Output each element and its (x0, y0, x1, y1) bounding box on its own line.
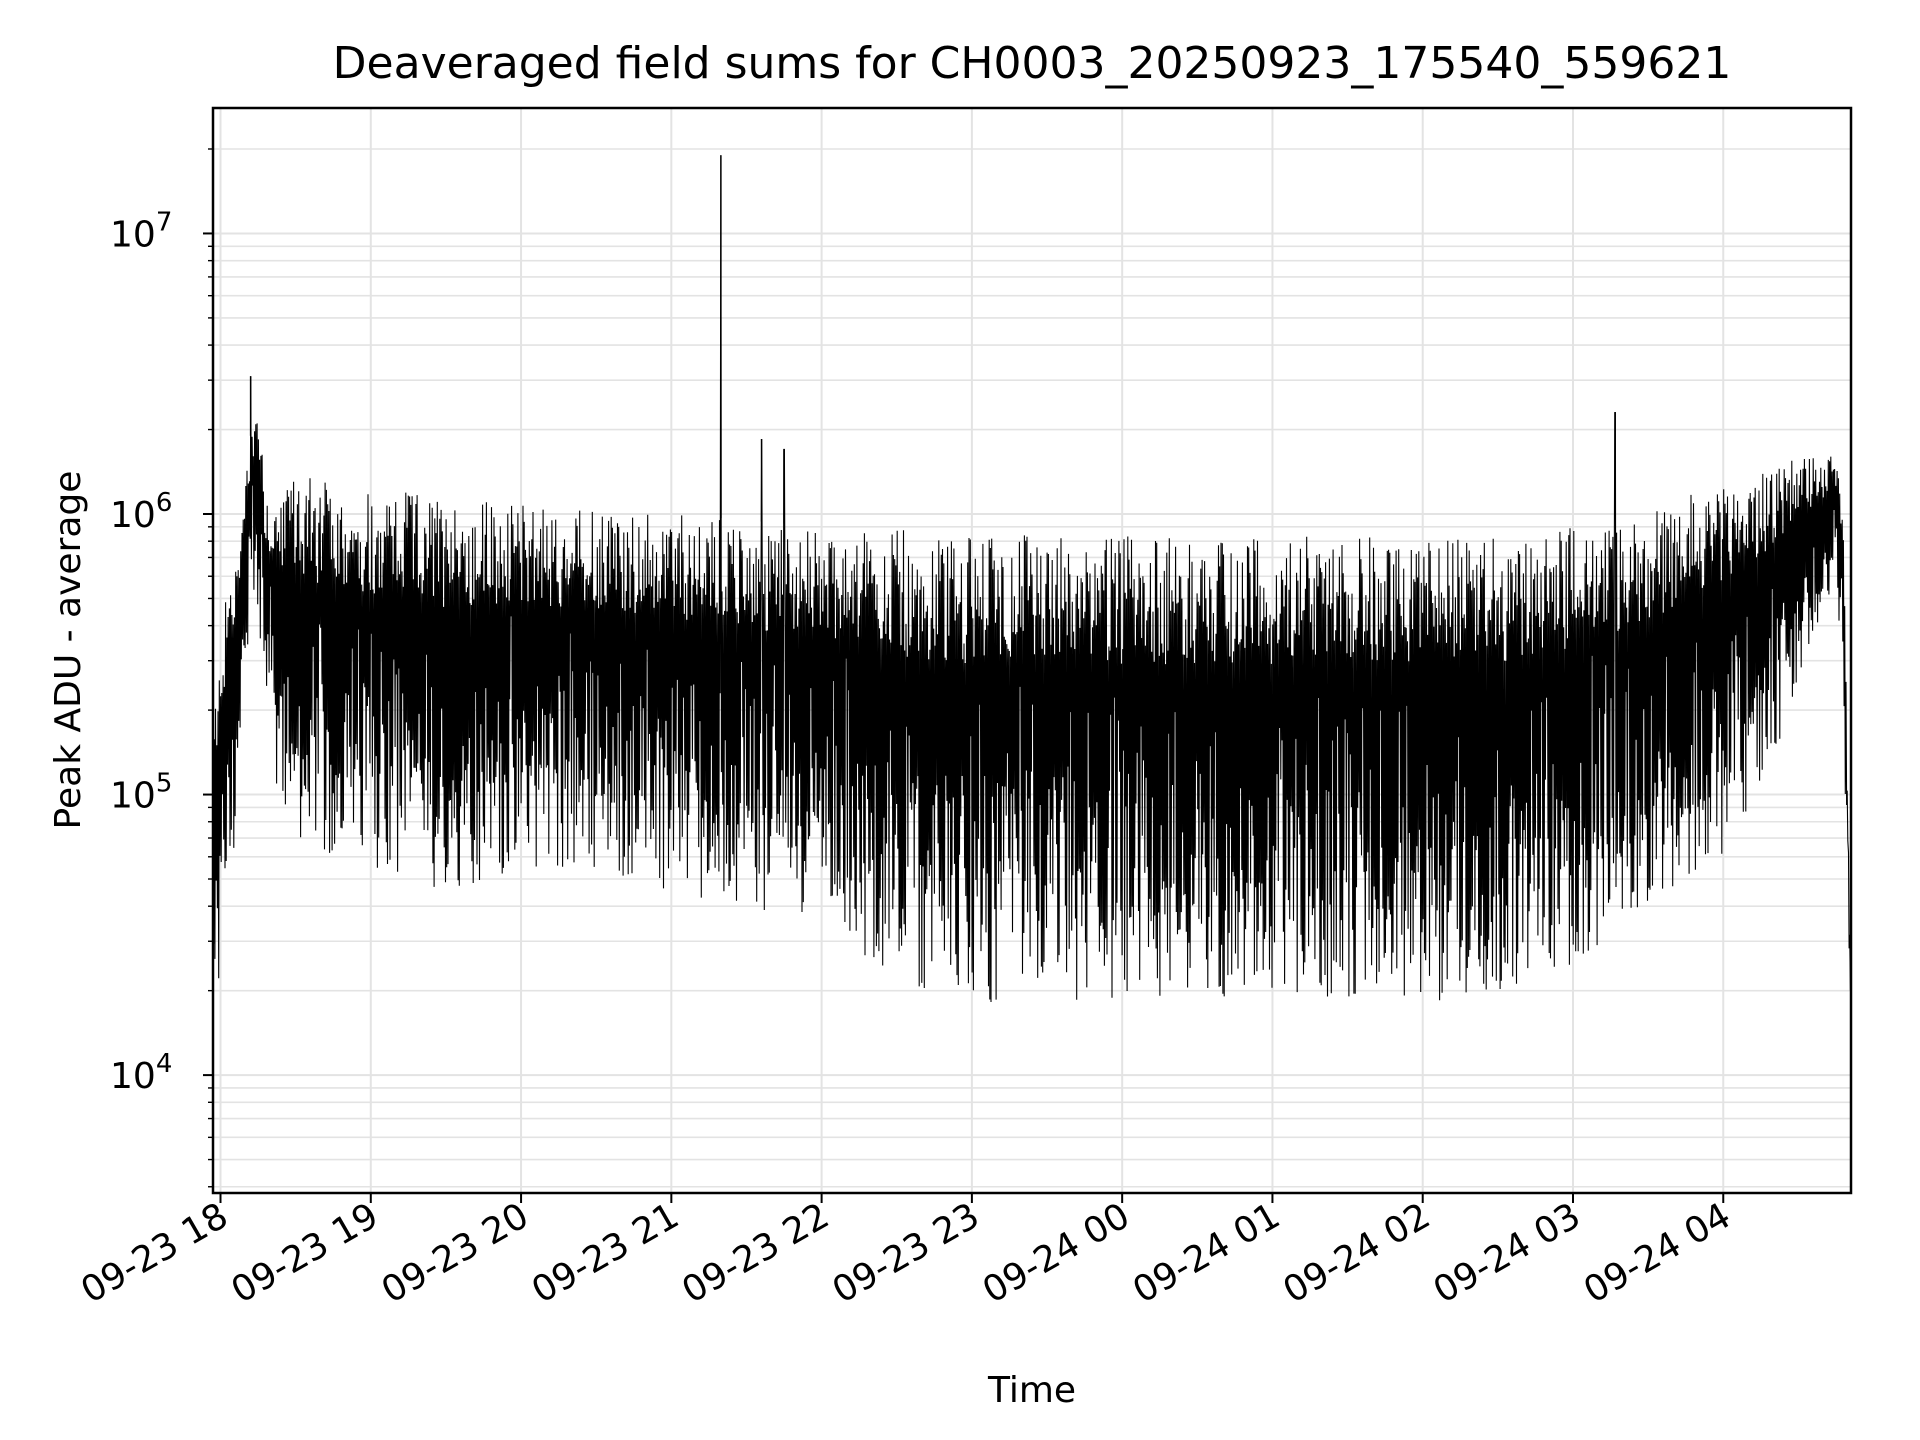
chart-title: Deaveraged field sums for CH0003_2025092… (333, 38, 1732, 89)
series-line-path (212, 155, 1852, 1003)
series-line (212, 155, 1852, 1003)
y-tick-label: 106 (110, 488, 172, 536)
y-tick-label: 104 (110, 1049, 172, 1097)
y-tick-label: 105 (110, 769, 172, 817)
y-axis: 104 105 106 107 (110, 148, 213, 1188)
y-tick-label: 107 (110, 207, 172, 255)
x-axis-label: Time (987, 1370, 1076, 1411)
y-axis-label: Peak ADU - average (48, 471, 89, 830)
plot-frame (211, 106, 1853, 1195)
